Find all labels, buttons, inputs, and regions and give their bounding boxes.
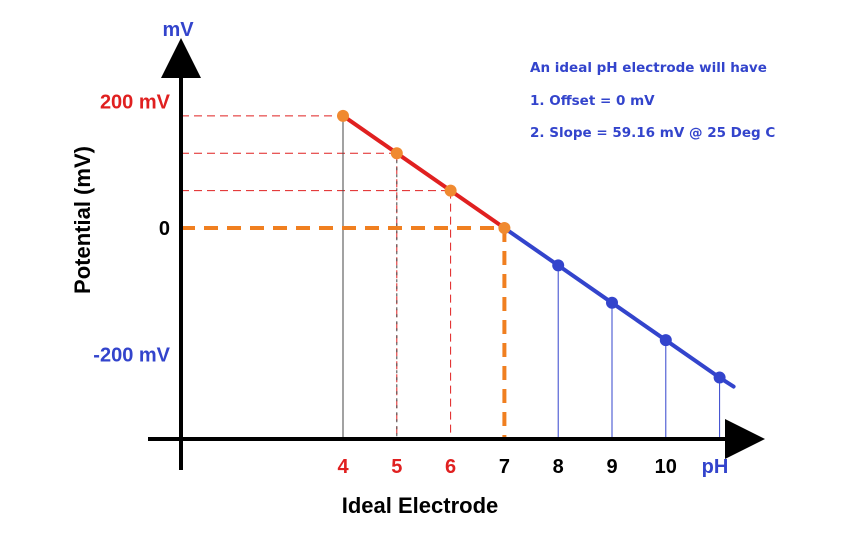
x-tick-label-7: 7 bbox=[499, 456, 510, 478]
guide-lines-group bbox=[181, 115, 721, 439]
series-line-1 bbox=[341, 113, 507, 230]
y-tick-label--200: -200 mV bbox=[93, 344, 170, 366]
annotation-line-1: An ideal pH electrode will have bbox=[530, 60, 767, 76]
tick-labels-group: 4 5 6 7 8 9 10 200 mV 0 -200 mV bbox=[93, 92, 677, 478]
data-point-ph-10 bbox=[659, 334, 672, 347]
x-tick-label-6: 6 bbox=[445, 456, 456, 478]
data-point-ph-11 bbox=[713, 371, 726, 384]
y-tick-label-0: 0 bbox=[159, 218, 170, 240]
x-tick-label-8: 8 bbox=[553, 456, 564, 478]
axes-group bbox=[148, 38, 765, 470]
series-line-2 bbox=[502, 226, 736, 389]
x-axis-title: Ideal Electrode bbox=[342, 493, 499, 518]
x-tick-label-5: 5 bbox=[391, 456, 402, 478]
annotation-line-3: 2. Slope = 59.16 mV @ 25 Deg C bbox=[530, 125, 775, 141]
data-point-ph-5 bbox=[390, 147, 403, 160]
data-point-ph-9 bbox=[606, 296, 618, 309]
data-point-ph-7 bbox=[498, 222, 511, 234]
annotation-line-2: 1. Offset = 0 mV bbox=[530, 93, 655, 109]
y-unit-label: mV bbox=[162, 19, 194, 41]
x-tick-label-10: 10 bbox=[655, 456, 677, 478]
y-axis-title: Potential (mV) bbox=[70, 146, 95, 294]
y-tick-label-200: 200 mV bbox=[100, 92, 171, 114]
x-tick-label-9: 9 bbox=[606, 456, 617, 478]
x-tick-label-4: 4 bbox=[337, 456, 349, 478]
data-point-ph-8 bbox=[552, 259, 565, 272]
x-unit-label: pH bbox=[702, 456, 729, 478]
data-point-ph-6 bbox=[444, 184, 457, 197]
data-point-ph-4 bbox=[337, 109, 349, 122]
data-points-group bbox=[337, 109, 726, 384]
